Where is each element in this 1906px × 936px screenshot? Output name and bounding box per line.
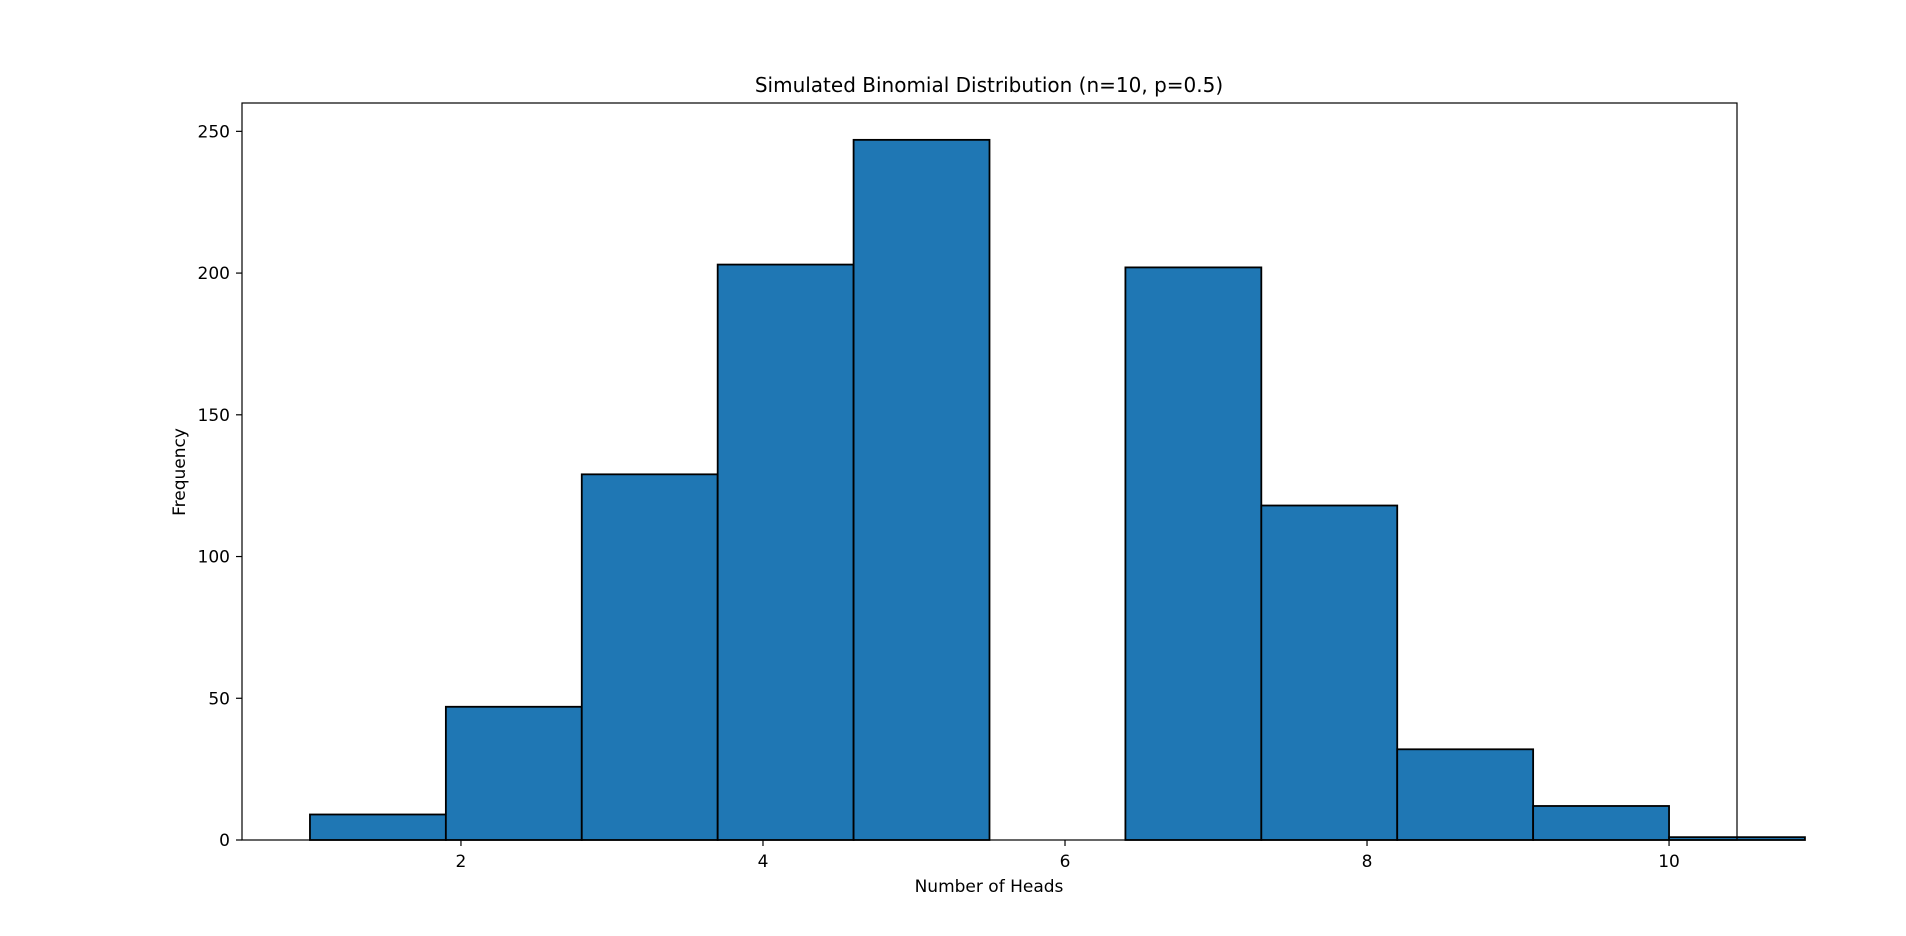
y-tick-label: 250 — [198, 122, 230, 142]
x-tick-label: 6 — [1060, 852, 1071, 872]
y-tick-label: 150 — [198, 406, 230, 426]
x-tick-label: 4 — [758, 852, 769, 872]
y-tick-label: 200 — [198, 264, 230, 284]
histogram-bar-3 — [580, 473, 719, 841]
y-tick-label: 0 — [219, 831, 230, 851]
histogram-bar-7 — [1124, 266, 1263, 841]
histogram-bar-10 — [1532, 805, 1670, 841]
x-tick-label: 8 — [1362, 852, 1373, 872]
histogram-bar-2 — [444, 705, 583, 841]
y-tick-label: 100 — [198, 548, 230, 568]
histogram-bar-4 — [716, 263, 855, 841]
x-axis-label: Number of Heads — [915, 877, 1064, 897]
x-axis-ticks: 2 4 6 8 10 — [456, 840, 1680, 872]
x-tick-label: 10 — [1658, 852, 1680, 872]
histogram-bar-1 — [309, 813, 447, 841]
histogram-bar-8 — [1260, 504, 1399, 841]
x-tick-label: 2 — [456, 852, 467, 872]
histogram-bar-9 — [1396, 748, 1535, 841]
plot-frame — [241, 102, 1738, 841]
y-axis-ticks: 0 50 100 150 200 250 — [198, 122, 242, 851]
bars-layer — [309, 138, 1806, 841]
chart-title: Simulated Binomial Distribution (n=10, p… — [755, 73, 1223, 97]
histogram-bar-5 — [852, 138, 991, 841]
y-tick-label: 50 — [208, 689, 230, 709]
y-axis-label: Frequency — [170, 428, 190, 516]
